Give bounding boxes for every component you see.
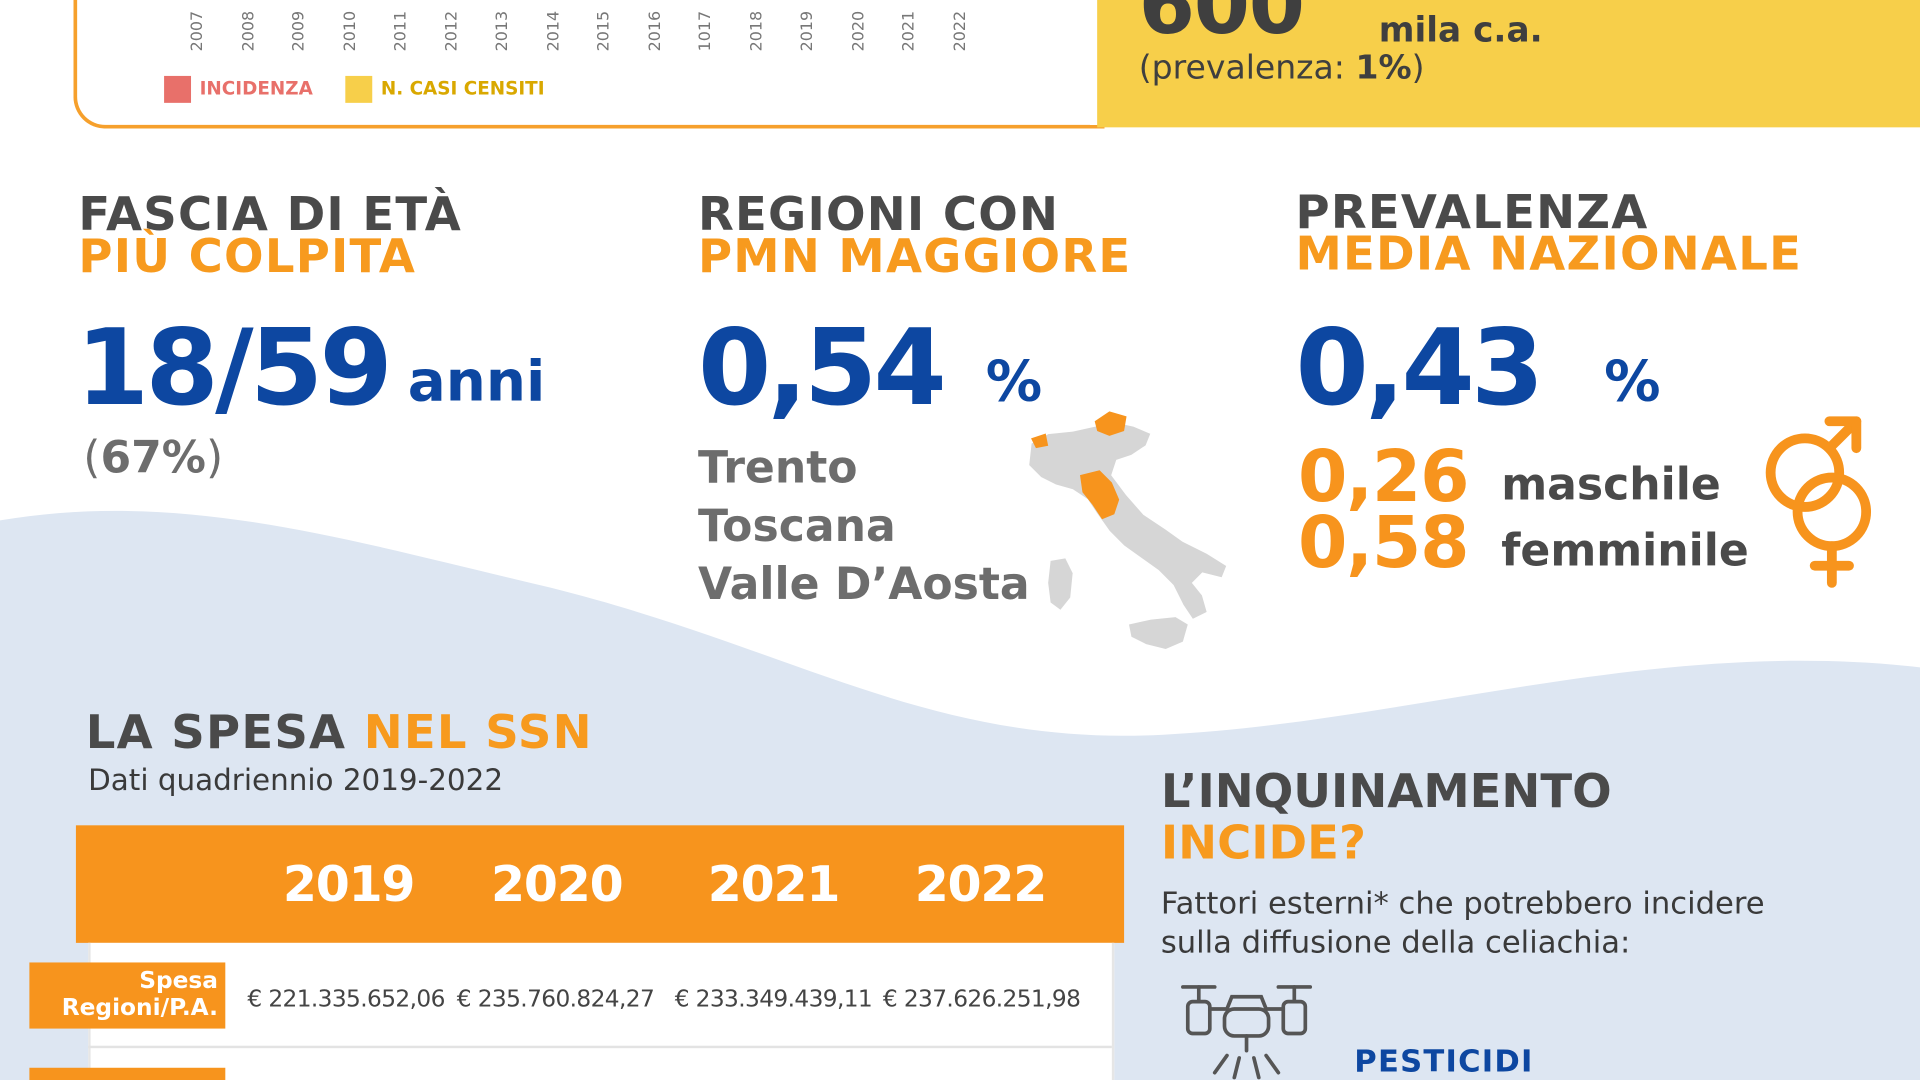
table-header-2021: 2021 (707, 857, 841, 914)
age-title-line1: FASCIA DI ETÀ (78, 187, 463, 242)
row-label-spesa-regioni: Spesa Regioni/P.A. (29, 962, 226, 1029)
chart-year-label: 1017 (696, 10, 716, 52)
spending-title: LA SPESA NEL SSN (85, 705, 593, 760)
legend-label-casi: N. CASI CENSITI (380, 77, 545, 100)
chart-year-label: 2014 (544, 10, 563, 52)
regions-title-line1: REGIONI CON (697, 187, 1060, 242)
region-valle-daosta: Valle D’Aosta (697, 559, 1030, 610)
age-value: 18/59 (75, 307, 393, 430)
spending-table-header (75, 825, 1125, 943)
chart-year-label: 2022 (950, 10, 970, 52)
chart-year-label: 2008 (239, 10, 258, 52)
age-share: (67%) (83, 433, 224, 484)
pollution-title-line2: INCIDE? (1160, 815, 1366, 870)
prevalence-value: 0,43 (1295, 307, 1545, 430)
table-header-2020: 2020 (491, 857, 624, 914)
spending-table-body (88, 942, 1115, 1080)
chart-year-label: 2020 (849, 10, 868, 52)
regions-title-line2: PMN MAGGIORE (697, 228, 1132, 283)
male-value: 0,26 (1297, 434, 1470, 518)
pollution-description-line1: Fattori esterni* che potrebbero incidere (1160, 885, 1765, 921)
gender-symbols-icon (1765, 416, 1872, 588)
chart-year-label: 2016 (645, 10, 665, 52)
prevalence-unit: % (1604, 347, 1661, 414)
chart-year-label: 2015 (595, 10, 614, 52)
female-label: femminile (1501, 526, 1749, 577)
pollution-description-line2: sulla diffusione della celiachia: (1160, 924, 1631, 961)
estimate-unit: mila c.a. (1378, 9, 1543, 51)
legend-swatch-incidenza (164, 75, 192, 103)
regions-value: 0,54 (697, 307, 947, 430)
chart-year-label: 2011 (391, 10, 411, 52)
chart-year-label: 2018 (747, 10, 766, 52)
table-cell-2021: € 233.349.439,11 (674, 985, 873, 1013)
male-label: maschile (1501, 460, 1721, 511)
table-header-2019: 2019 (282, 857, 416, 914)
table-row-divider (88, 1045, 1112, 1049)
age-title-line2: PIÙ COLPITA (78, 228, 417, 283)
chart-year-label: 2007 (188, 10, 207, 52)
table-header-2022: 2022 (914, 857, 1048, 914)
prevalence-title-line2: MEDIA NAZIONALE (1295, 226, 1803, 281)
estimate-box (1097, 0, 1920, 128)
estimate-number: 600 (1138, 0, 1305, 53)
chart-year-label: 2009 (290, 10, 309, 52)
legend-label-incidenza: INCIDENZA (199, 77, 313, 100)
italy-map-icon (1027, 411, 1228, 649)
table-cell-2020: € 235.760.824,27 (456, 985, 655, 1013)
pollution-factor-label: PESTICIDI (1354, 1043, 1534, 1079)
prevalence-title-line1: PREVALENZA (1295, 184, 1649, 239)
drone-sprayer-icon (1181, 985, 1313, 1080)
table-cell-2022: € 237.626.251,98 (882, 985, 1081, 1013)
region-toscana: Toscana (697, 502, 896, 553)
spending-subtitle: Dati quadriennio 2019-2022 (88, 762, 504, 798)
chart-year-label: 2019 (798, 10, 817, 52)
region-trento: Trento (697, 443, 858, 494)
age-unit: anni (407, 347, 546, 414)
regions-unit: % (985, 347, 1043, 414)
row-label-next-partial (29, 1067, 226, 1080)
chart-panel (73, 0, 1105, 129)
chart-year-label: 2010 (341, 10, 360, 52)
estimate-prevalence: (prevalenza: 1%) (1138, 48, 1425, 87)
chart-year-label: 2012 (442, 10, 462, 52)
chart-year-label: 2013 (493, 10, 512, 52)
female-value: 0,58 (1297, 500, 1470, 585)
pollution-title-line1: L’INQUINAMENTO (1160, 764, 1612, 818)
table-cell-2019: € 221.335.652,06 (247, 985, 445, 1013)
chart-year-label: 2021 (900, 10, 919, 52)
legend-swatch-casi (345, 75, 373, 103)
